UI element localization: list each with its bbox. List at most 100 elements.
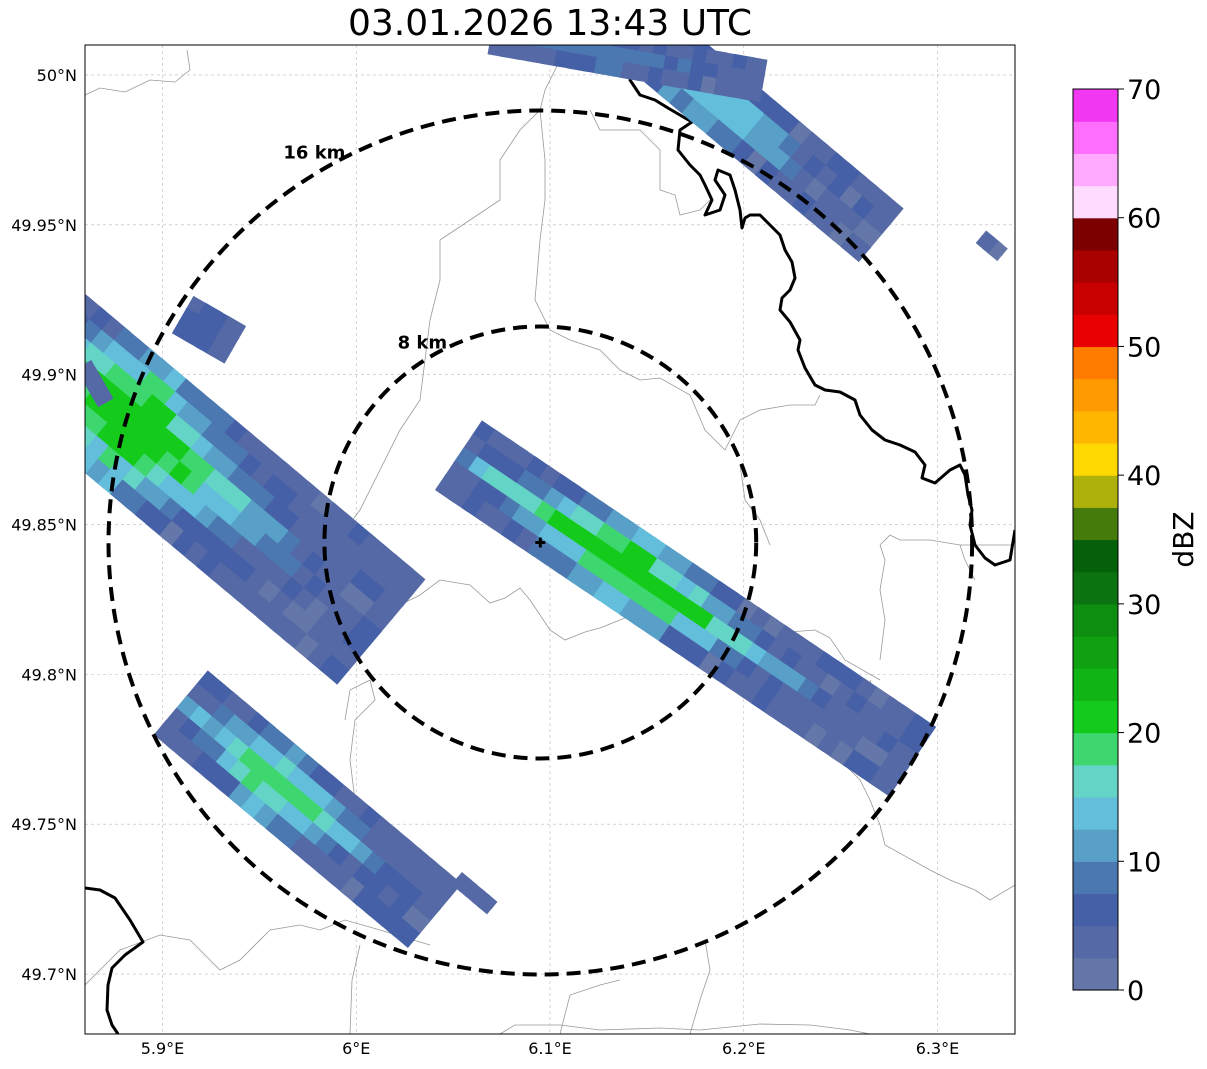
colorbar-label: dBZ <box>1167 511 1200 567</box>
echo-cell <box>607 14 638 44</box>
echo-cell <box>559 23 582 42</box>
echo-cell <box>896 726 928 757</box>
echo-cell <box>0 343 4 373</box>
colorbar-tick-label: 10 <box>1127 847 1161 878</box>
border-line-thin <box>85 49 191 96</box>
border-line-thin <box>879 544 886 661</box>
echo-cell <box>28 278 59 308</box>
colorbar-swatch <box>1073 636 1118 669</box>
echo-cell <box>0 353 17 383</box>
echo-cell <box>571 45 595 46</box>
colorbar-swatch <box>1073 571 1118 605</box>
colorbar-swatch <box>1073 732 1118 766</box>
echo-cell <box>665 45 696 49</box>
colorbar-swatch <box>1073 925 1118 959</box>
colorbar-swatch <box>1073 539 1118 573</box>
echo-cell <box>40 288 71 318</box>
echo-cell <box>12 397 43 427</box>
border-line-thin <box>589 109 701 216</box>
x-tick-label: 6°E <box>342 1039 370 1058</box>
echo-cell <box>532 19 555 38</box>
echo-cell <box>545 21 568 40</box>
y-tick-label: 49.8°N <box>21 665 77 684</box>
echo-cell <box>23 384 54 414</box>
border-line-thin <box>534 109 821 451</box>
border-line-thin <box>689 939 711 1034</box>
plot-frame <box>84 44 1016 1035</box>
echo-cell <box>18 314 49 344</box>
echo-cell <box>213 327 240 352</box>
colorbar-swatch <box>1073 153 1118 187</box>
colorbar-swatch <box>1073 410 1118 444</box>
echo-cell <box>482 894 498 910</box>
colorbar-swatch <box>1073 829 1118 862</box>
y-tick-label: 50°N <box>37 66 77 85</box>
echo-cell <box>35 394 66 424</box>
colorbar-swatch <box>1073 314 1118 348</box>
x-tick-label: 6.2°E <box>722 1039 766 1058</box>
echo-cell <box>988 246 1004 262</box>
colorbar-swatch <box>1073 957 1118 991</box>
country-border <box>623 45 1015 567</box>
echo-speck-west <box>171 295 247 364</box>
colorbar-swatch <box>1073 217 1118 251</box>
echo-cell <box>26 255 57 285</box>
y-tick-label: 49.7°N <box>21 965 77 984</box>
colorbar-tick-label: 60 <box>1127 204 1161 235</box>
map-title: 03.01.2026 13:43 UTC <box>347 3 753 44</box>
colorbar-swatch <box>1073 89 1118 122</box>
x-tick-label: 6.3°E <box>916 1039 960 1058</box>
echo-speck-east <box>975 230 1008 262</box>
border-line-thin <box>699 199 711 211</box>
echo-cell <box>0 366 6 396</box>
echo-cell <box>92 392 107 408</box>
echo-cell <box>3 258 34 288</box>
y-tick-label: 49.95°N <box>11 216 77 235</box>
echo-cell <box>85 391 89 422</box>
echo-cell <box>49 428 80 458</box>
echo-cell <box>420 880 452 911</box>
echo-cell <box>862 206 893 237</box>
colorbar-swatch <box>1073 249 1118 283</box>
radar-site-marker <box>535 537 546 548</box>
echo-cell <box>0 307 14 337</box>
echo-cell <box>17 291 48 321</box>
x-tick-label: 6.1°E <box>528 1039 572 1058</box>
colorbar-swatch <box>1073 346 1118 380</box>
echo-speck-far-west <box>85 360 114 408</box>
reflectivity-echoes <box>0 0 1008 948</box>
colorbar-swatch <box>1073 282 1118 315</box>
echo-cell <box>54 322 85 352</box>
colorbar-swatch <box>1073 861 1118 895</box>
colorbar-swatch <box>1073 442 1118 476</box>
x-tick-label: 5.9°E <box>141 1039 185 1058</box>
country-border <box>85 886 145 1034</box>
echo-cell <box>641 0 672 28</box>
echo-cell <box>394 563 426 595</box>
range-ring <box>106 108 975 977</box>
echo-cell <box>490 25 513 44</box>
echo-cell <box>0 317 26 347</box>
range-ring-label: 16 km <box>283 142 345 163</box>
echo-cell <box>373 589 404 620</box>
echo-cell <box>220 316 247 341</box>
echo-cell <box>329 641 361 672</box>
echo-cell <box>399 905 431 936</box>
echo-cell <box>16 268 47 298</box>
border-line-thin <box>819 739 1015 901</box>
colorbar-swatch <box>1073 668 1118 701</box>
echo-cell <box>629 0 660 18</box>
echo-cell <box>29 301 60 331</box>
border-line-thin <box>294 59 561 621</box>
border-line-thin <box>85 919 431 986</box>
echo-cell <box>630 11 661 41</box>
echo-cell <box>740 82 763 103</box>
colorbar-swatch <box>1073 764 1118 798</box>
y-tick-label: 49.75°N <box>11 815 77 834</box>
echo-cell <box>0 376 18 406</box>
border-line-thin <box>879 534 1015 546</box>
colorbar-tick-label: 20 <box>1127 719 1161 750</box>
echo-cell <box>0 294 25 324</box>
echo-cell <box>595 4 626 34</box>
echo-cell <box>606 0 637 21</box>
